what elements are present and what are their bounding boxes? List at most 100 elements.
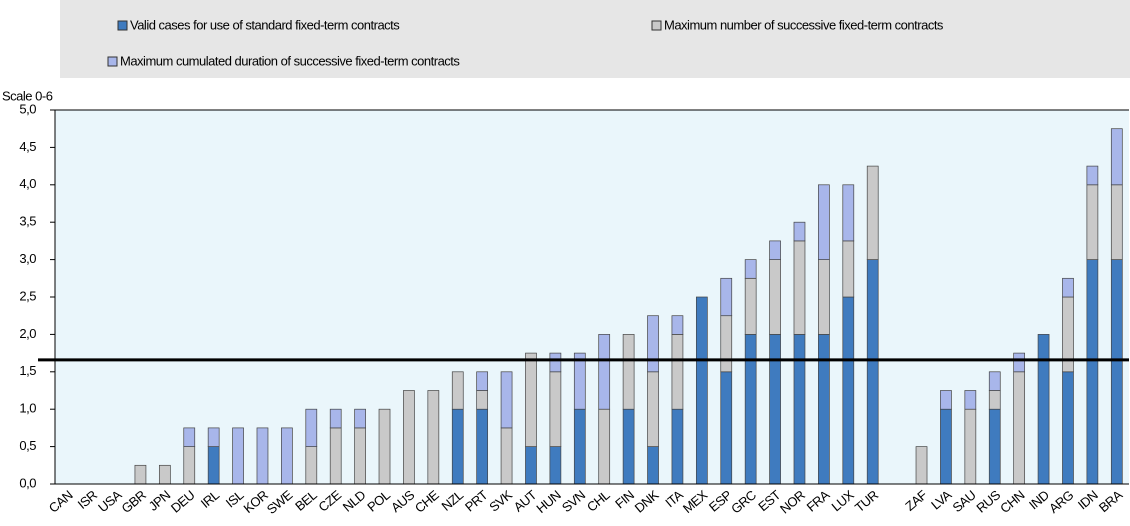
x-tick-label: FRA	[804, 487, 833, 515]
x-tick-label: POL	[364, 487, 393, 514]
bar-segment	[207, 446, 220, 485]
x-tick-label: ZAF	[902, 487, 930, 514]
x-tick-label: ISR	[75, 487, 100, 512]
bar-segment	[720, 371, 733, 485]
bar-segment	[940, 408, 952, 485]
bar-segment	[818, 184, 830, 260]
y-tick-label: 1,0	[19, 401, 36, 416]
legend-swatch	[117, 20, 128, 31]
bar-segment	[866, 259, 879, 485]
bar-segment	[598, 408, 611, 485]
x-tick-label: TUR	[852, 487, 881, 515]
bar-segment	[476, 408, 489, 485]
bar-segment	[476, 390, 489, 410]
x-tick-label: JPN	[146, 487, 173, 513]
x-tick-label: BEL	[292, 487, 320, 513]
bar-segment	[647, 371, 659, 447]
bar-segment	[769, 240, 781, 260]
x-tick-label: CZE	[315, 487, 344, 515]
x-tick-label: FIN	[612, 487, 637, 511]
bar-segment	[1086, 165, 1099, 186]
bar-segment	[183, 427, 196, 447]
x-tick-label: IRL	[198, 487, 222, 511]
bar-segment	[525, 352, 537, 447]
y-tick-label: 2,5	[19, 288, 36, 303]
bar-segment	[744, 277, 757, 335]
bar-segment	[232, 427, 244, 485]
x-tick-label: GRC	[728, 487, 759, 516]
y-tick-label: 0,5	[19, 438, 36, 453]
x-tick-label: SVN	[559, 487, 588, 515]
x-tick-label: USA	[95, 487, 125, 515]
bar-segment	[1110, 259, 1123, 485]
bar-segment	[158, 464, 171, 485]
bar-segment	[354, 427, 366, 485]
bar-segment	[476, 371, 489, 391]
y-tick-label: 3,0	[19, 251, 36, 266]
bar-segment	[281, 427, 293, 485]
x-tick-label: SVK	[486, 487, 515, 515]
bar-segment	[818, 334, 830, 485]
bar-segment	[647, 446, 659, 485]
bar-segment	[818, 259, 830, 335]
x-tick-label: CAN	[46, 487, 76, 515]
x-tick-label: SWE	[264, 487, 296, 517]
bar-segment	[549, 352, 562, 373]
y-axis-label: Scale 0-6	[2, 88, 53, 103]
x-tick-label: PRT	[462, 487, 491, 514]
bar-segment	[207, 427, 220, 447]
x-tick-label: KOR	[241, 487, 271, 516]
bar-segment	[256, 427, 269, 485]
bar-segment	[598, 334, 611, 410]
bar-segment	[451, 371, 464, 410]
bar-segment	[793, 240, 806, 335]
bar-segment	[451, 408, 464, 485]
x-tick-label: BRA	[1096, 487, 1126, 515]
x-tick-label: RUS	[973, 487, 1003, 516]
bar-segment	[842, 296, 855, 485]
x-tick-label: CHN	[997, 487, 1027, 516]
legend-swatch	[651, 20, 662, 31]
bar-segment	[842, 184, 855, 242]
legend-label: Valid cases for use of standard fixed-te…	[130, 17, 400, 32]
bar-segment	[573, 352, 586, 410]
bar-segment	[305, 408, 318, 447]
x-tick-label: GBR	[118, 487, 148, 516]
bar-segment	[549, 371, 562, 447]
bar-segment	[671, 315, 684, 335]
y-tick-label: 0,0	[19, 475, 36, 490]
bar-segment	[793, 334, 806, 485]
y-tick-label: 3,5	[19, 214, 36, 229]
bar-segment	[720, 277, 733, 317]
bar-segment	[622, 408, 635, 485]
bar-segment	[622, 334, 635, 410]
y-tick-label: 5,0	[19, 101, 36, 116]
bar-segment	[1013, 371, 1026, 485]
x-tick-label: DEU	[168, 487, 198, 515]
bar-segment	[915, 446, 928, 485]
bar-segment	[1086, 184, 1099, 260]
x-tick-label: IND	[1026, 487, 1052, 512]
bar-segment	[500, 371, 513, 429]
bar-segment	[671, 408, 684, 485]
x-tick-label: LVA	[928, 487, 954, 513]
y-tick-label: 4,0	[19, 176, 36, 191]
bar-segment	[525, 446, 537, 485]
legend-background	[60, 0, 1130, 78]
bar-segment	[964, 390, 977, 410]
x-tick-label: AUT	[511, 487, 540, 515]
legend-label: Maximum cumulated duration of successive…	[120, 53, 460, 68]
bar-segment	[964, 408, 977, 485]
bar-segment	[1062, 277, 1074, 298]
bar-segment	[793, 221, 806, 242]
bar-segment	[1086, 259, 1099, 485]
bar-segment	[988, 390, 1001, 410]
y-tick-label: 2,0	[19, 326, 36, 341]
y-tick-label: 4,5	[19, 139, 36, 154]
x-tick-label: DNK	[632, 487, 662, 516]
bar-segment	[573, 408, 586, 485]
bar-segment	[866, 165, 879, 260]
x-tick-label: AUS	[388, 487, 418, 515]
x-tick-label: IDN	[1075, 487, 1101, 512]
bar-segment	[988, 371, 1001, 391]
